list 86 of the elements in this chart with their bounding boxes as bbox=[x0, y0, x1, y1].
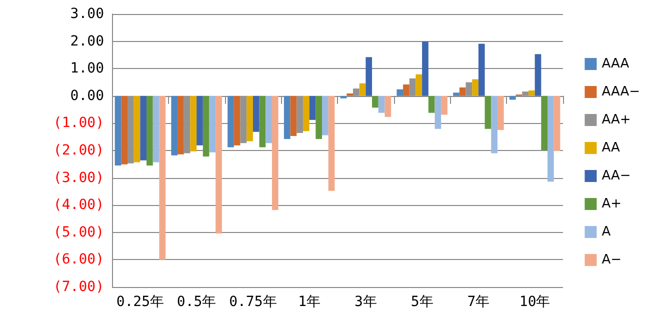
bar bbox=[509, 96, 516, 100]
bar bbox=[497, 96, 504, 130]
bar bbox=[290, 96, 297, 136]
bar bbox=[453, 92, 460, 96]
bar bbox=[346, 93, 354, 96]
bar bbox=[114, 96, 122, 166]
y-tick-label: 2.00 bbox=[70, 33, 104, 50]
x-tick-label: 0.25年 bbox=[116, 294, 164, 310]
bar bbox=[296, 96, 303, 134]
bar bbox=[384, 96, 392, 117]
x-tick-label: 5年 bbox=[410, 294, 434, 310]
bar bbox=[459, 87, 466, 96]
bar bbox=[152, 96, 160, 162]
legend-label: AA bbox=[602, 140, 620, 156]
bar bbox=[140, 96, 147, 160]
x-tick-label: 3年 bbox=[354, 294, 377, 310]
bar bbox=[190, 96, 197, 152]
bar bbox=[246, 96, 253, 142]
bar bbox=[484, 96, 492, 129]
x-tick-label: 0.75年 bbox=[229, 294, 277, 310]
bar bbox=[302, 96, 310, 132]
bar bbox=[478, 44, 485, 96]
bar bbox=[441, 96, 448, 115]
y-tick-label: (3.00) bbox=[53, 170, 104, 186]
bar bbox=[284, 96, 290, 140]
bar bbox=[178, 96, 184, 154]
bar bbox=[159, 96, 166, 260]
bar bbox=[322, 96, 328, 136]
bar bbox=[272, 96, 278, 210]
bar bbox=[228, 96, 234, 148]
y-tick-label: 0.00 bbox=[70, 88, 104, 104]
bar bbox=[491, 96, 498, 154]
bar bbox=[554, 96, 560, 152]
bar bbox=[416, 74, 422, 96]
bar bbox=[209, 96, 216, 152]
y-tick-label: 1.00 bbox=[70, 60, 104, 77]
legend-label: AAA bbox=[602, 56, 630, 72]
bar bbox=[328, 96, 335, 191]
legend-label: A bbox=[602, 224, 611, 240]
bar bbox=[309, 96, 316, 120]
y-tick-label: (2.00) bbox=[53, 142, 104, 158]
bar bbox=[216, 96, 222, 234]
bar bbox=[547, 96, 554, 182]
x-tick-label: 10年 bbox=[519, 294, 550, 310]
bar bbox=[240, 96, 247, 144]
x-tick-label: 1年 bbox=[298, 294, 321, 310]
bar bbox=[196, 96, 203, 146]
y-tick-label: (5.00) bbox=[53, 224, 104, 240]
y-tick-label: (1.00) bbox=[53, 115, 104, 132]
bar bbox=[340, 96, 347, 98]
bar bbox=[428, 96, 435, 113]
bar bbox=[534, 54, 542, 96]
bar bbox=[403, 84, 410, 96]
bar bbox=[202, 96, 210, 157]
legend-label: A− bbox=[602, 252, 622, 268]
bar bbox=[128, 96, 134, 164]
bar bbox=[259, 96, 266, 148]
bar bbox=[366, 57, 372, 96]
y-tick-label: (4.00) bbox=[53, 197, 104, 214]
bar bbox=[528, 90, 535, 96]
bar bbox=[316, 96, 322, 140]
legend-label: AAA− bbox=[602, 84, 640, 100]
bar bbox=[378, 96, 385, 113]
bar bbox=[252, 96, 260, 132]
bar bbox=[434, 96, 442, 129]
y-tick-label: (6.00) bbox=[53, 252, 104, 268]
bar bbox=[359, 83, 366, 96]
bar bbox=[541, 96, 548, 150]
bar bbox=[184, 96, 190, 154]
x-tick-label: 7年 bbox=[467, 294, 490, 310]
legend-label: AA+ bbox=[602, 112, 631, 128]
bar bbox=[422, 42, 428, 96]
bar bbox=[396, 89, 404, 96]
bar bbox=[171, 96, 178, 156]
legend-label: AA− bbox=[602, 168, 631, 184]
y-tick-label: 3.00 bbox=[70, 6, 104, 22]
bar bbox=[134, 96, 140, 162]
y-tick-label: (7.00) bbox=[53, 279, 104, 295]
bar bbox=[472, 79, 478, 96]
bar bbox=[146, 96, 153, 166]
bar bbox=[234, 96, 240, 146]
bar bbox=[121, 96, 128, 164]
bar bbox=[266, 96, 272, 144]
legend-label: A+ bbox=[602, 196, 622, 212]
bar bbox=[372, 96, 378, 108]
x-tick-label: 0.5年 bbox=[176, 294, 216, 310]
